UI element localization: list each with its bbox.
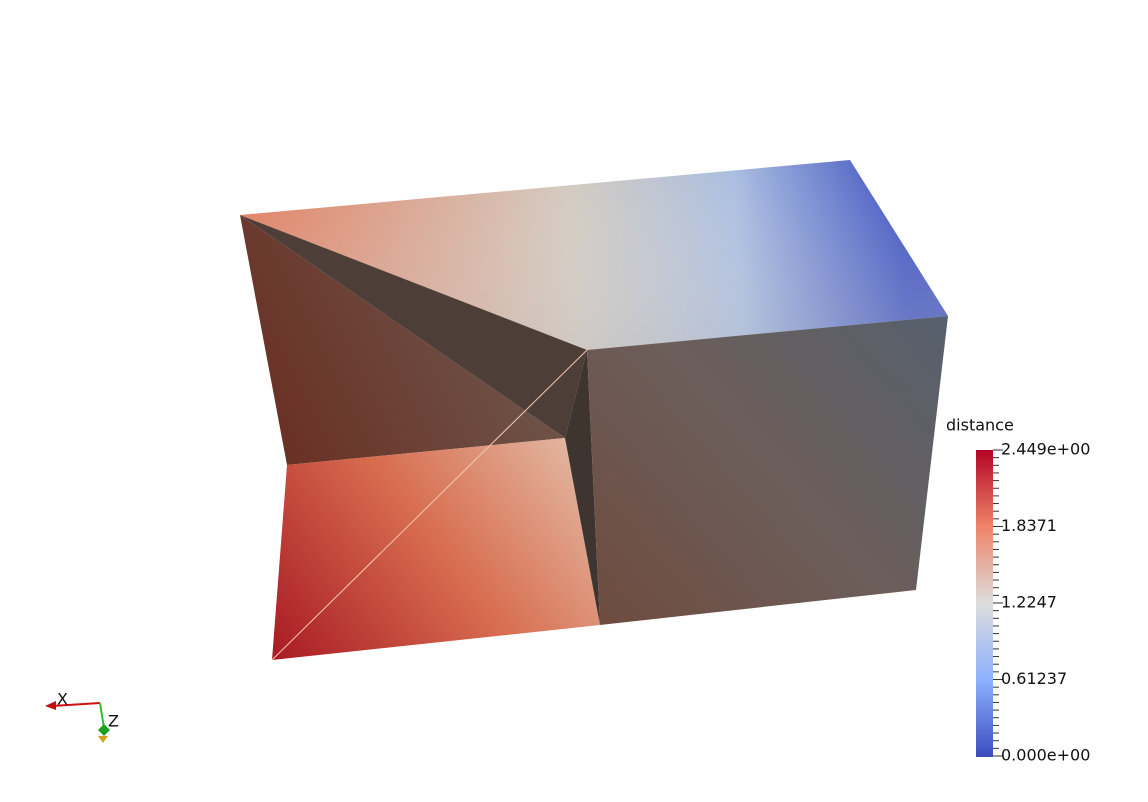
legend-label: 0.61237 bbox=[1001, 669, 1067, 688]
z-marker bbox=[98, 724, 110, 736]
mesh bbox=[240, 160, 948, 661]
legend-label: 2.449e+00 bbox=[1001, 440, 1090, 459]
left-upper-face bbox=[240, 215, 565, 465]
z-arrow bbox=[98, 736, 108, 743]
color-legend: distance 2.449e+00 1.8371 1.2247 0.61237 0.0… bbox=[946, 416, 1090, 765]
x-arrow bbox=[45, 701, 56, 710]
y-axis bbox=[99, 702, 105, 729]
sliver-face bbox=[565, 350, 600, 625]
x-axis bbox=[51, 702, 101, 707]
color-bar bbox=[976, 450, 993, 757]
legend-label: 1.2247 bbox=[1001, 593, 1057, 612]
color-bar-ticks: 2.449e+00 1.8371 1.2247 0.61237 0.000e+00 bbox=[993, 440, 1090, 765]
left-lower-face bbox=[272, 438, 600, 660]
z-label: Z bbox=[108, 712, 119, 731]
top-face-shade bbox=[240, 160, 948, 350]
legend-title: distance bbox=[946, 416, 1014, 435]
orientation-axes: X Z bbox=[45, 690, 119, 743]
edge-line bbox=[271, 349, 588, 661]
right-face bbox=[587, 316, 948, 625]
legend-label: 1.8371 bbox=[1001, 516, 1057, 535]
inner-face bbox=[240, 215, 587, 438]
x-label: X bbox=[57, 690, 68, 709]
legend-label: 0.000e+00 bbox=[1001, 746, 1090, 765]
